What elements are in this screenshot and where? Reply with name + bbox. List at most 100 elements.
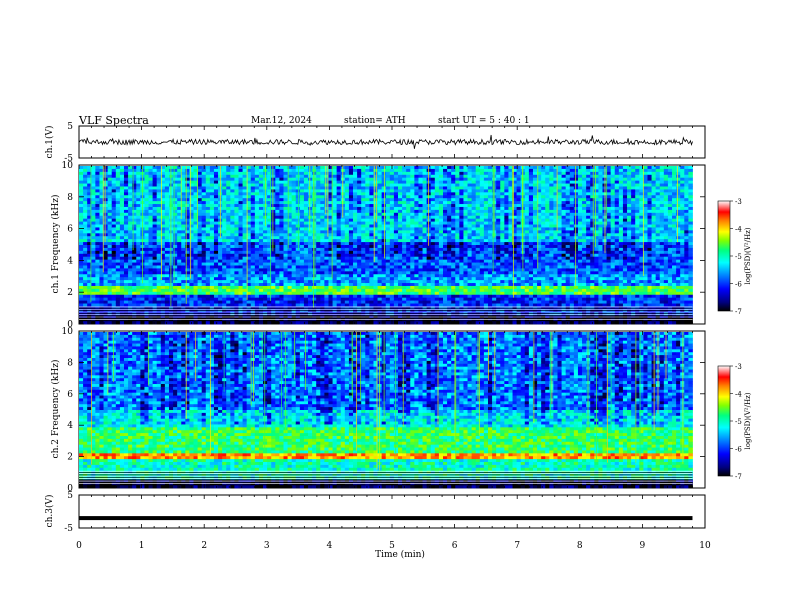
spectrogram-cell [381, 312, 387, 316]
spectrogram-cell [291, 303, 297, 307]
spectrogram-cell [291, 312, 297, 316]
spectrogram-cell [140, 291, 145, 296]
spectrogram-cell [279, 277, 284, 281]
spectrogram-cell [213, 227, 219, 231]
spectrogram-cell [95, 242, 100, 246]
spectrogram-cell [430, 212, 436, 217]
spectrogram-cell [389, 283, 395, 287]
spectrogram-cell [185, 230, 190, 234]
spectrogram-cell [443, 215, 448, 220]
spectrogram-cell [295, 294, 301, 299]
spectrogram-cell [275, 183, 280, 187]
spectrogram-cell [242, 256, 248, 261]
spectrogram-cell [189, 233, 194, 237]
spectrogram-cell [410, 212, 415, 217]
spectrogram-cell [357, 245, 362, 249]
spectrogram-cell [447, 192, 452, 196]
spectrogram-cell [361, 253, 366, 258]
spectrogram-cell [263, 271, 268, 275]
spectrogram-cell [271, 171, 276, 176]
spectrogram-cell [316, 168, 321, 173]
spectrogram-cell [123, 192, 129, 196]
spectrogram-cell [222, 236, 227, 240]
spectrogram-cell [87, 300, 92, 304]
spectrogram-cell [99, 271, 104, 275]
spectrogram-cell [344, 239, 350, 243]
spectrogram-cell [410, 321, 415, 325]
spectrogram-cell [336, 204, 342, 208]
spectrogram-cell [406, 174, 411, 179]
spectrogram-cell [213, 230, 219, 234]
spectrogram-cell [422, 242, 428, 246]
spectrogram-cell [181, 285, 186, 290]
spectrogram-cell [99, 183, 104, 187]
spectrogram-cell [385, 294, 391, 299]
spectrogram-cell [340, 288, 346, 293]
spectrogram-cell [254, 224, 260, 228]
spectrogram-cell [389, 206, 395, 211]
spectrogram-cell [160, 265, 166, 269]
spectrogram-cell [205, 247, 211, 252]
spectrogram-cell [283, 259, 288, 263]
spectrogram-cell [91, 206, 96, 211]
spectrogram-cell [115, 186, 121, 190]
spectrogram-cell [287, 291, 293, 296]
spectrogram-cell [209, 218, 215, 222]
spectrogram-cell [365, 177, 370, 182]
spectrogram-cell [381, 227, 387, 231]
spectrogram-cell [254, 186, 260, 190]
spectrogram-cell [406, 262, 411, 266]
spectrogram-cell [303, 168, 309, 173]
spectrogram-cell [205, 180, 211, 184]
spectrogram-cell [160, 218, 166, 222]
spectrogram-cell [185, 189, 190, 193]
spectrogram-cell [119, 256, 125, 261]
spectrogram-cell [99, 262, 104, 266]
spectrogram-cell [369, 291, 374, 296]
spectrogram-cell [230, 245, 235, 249]
spectrogram-cell [303, 288, 309, 293]
spectrogram-cell [234, 224, 239, 228]
spectrogram-cell [357, 186, 362, 190]
spectrogram-cell [242, 233, 248, 237]
spectrogram-cell [164, 168, 170, 173]
spectrogram-cell [348, 277, 354, 281]
spectrogram-cell [348, 218, 354, 222]
spectrogram-cell [340, 259, 346, 263]
spectrogram-cell [353, 259, 358, 263]
spectrogram-cell [414, 309, 419, 313]
spectrogram-cell [303, 236, 309, 240]
spectrogram-cell [308, 294, 313, 299]
spectrogram-cell [430, 218, 436, 222]
spectrogram-cell [299, 195, 305, 199]
spectrogram-cell [230, 171, 235, 176]
spectrogram-cell [79, 297, 84, 301]
spectrogram-cell [238, 236, 243, 240]
spectrogram-cell [123, 309, 129, 313]
spectrogram-cell [254, 166, 260, 170]
spectrogram-cell [87, 192, 92, 196]
spectrogram-cell [173, 183, 178, 187]
spectrogram-cell [291, 265, 297, 269]
spectrogram-cell [222, 283, 227, 287]
spectrogram-cell [283, 265, 288, 269]
spectrogram-cell [87, 189, 92, 193]
spectrogram-cell [189, 168, 194, 173]
spectrogram-cell [348, 271, 354, 275]
spectrogram-cell [312, 303, 317, 307]
spectrogram-cell [246, 218, 252, 222]
spectrogram-cell [365, 268, 370, 272]
spectrogram-cell [430, 283, 436, 287]
spectrogram-cell [443, 186, 448, 190]
spectrogram-cell [246, 268, 252, 272]
spectrogram-cell [283, 283, 288, 287]
spectrogram-cell [295, 265, 301, 269]
spectrogram-cell [242, 224, 248, 228]
spectrogram-cell [353, 283, 358, 287]
spectrogram-cell [267, 321, 272, 325]
spectrogram-cell [402, 262, 407, 266]
spectrogram-cell [119, 268, 125, 272]
spectrogram-cell [132, 198, 137, 202]
spectrogram-cell [373, 174, 378, 179]
spectrogram-cell [336, 250, 342, 255]
